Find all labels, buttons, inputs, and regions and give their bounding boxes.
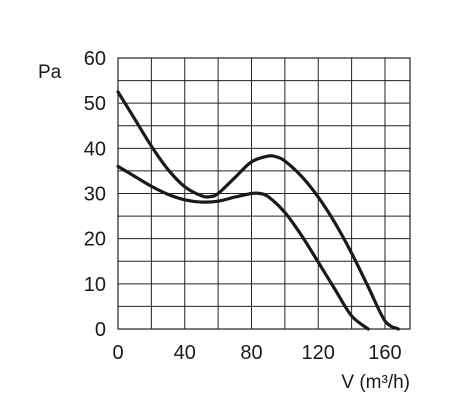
y-tick-label: 40 xyxy=(84,138,106,160)
x-tick-label: 40 xyxy=(174,342,196,364)
x-tick-label: 160 xyxy=(368,342,401,364)
series-group xyxy=(116,90,400,331)
y-tick-label: 50 xyxy=(84,93,106,115)
y-tick-label: 20 xyxy=(84,229,106,251)
x-tick-label: 80 xyxy=(240,342,262,364)
plot-frame xyxy=(117,57,411,330)
y-tick-label: 10 xyxy=(84,274,106,296)
series-line-2 xyxy=(116,164,370,331)
y-tick-labels: 0 10 20 30 40 50 60 xyxy=(84,48,106,341)
y-tick-label: 0 xyxy=(95,319,106,341)
x-tick-labels: 0 40 80 120 160 xyxy=(112,342,401,364)
series-line-1 xyxy=(116,90,400,331)
y-tick-label: 30 xyxy=(84,184,106,206)
x-axis-label: V (m³/h) xyxy=(341,372,410,393)
x-tick-label: 120 xyxy=(302,342,335,364)
x-tick-label: 0 xyxy=(112,342,123,364)
y-tick-label: 60 xyxy=(84,48,106,70)
y-axis-label: Pa xyxy=(38,62,62,83)
